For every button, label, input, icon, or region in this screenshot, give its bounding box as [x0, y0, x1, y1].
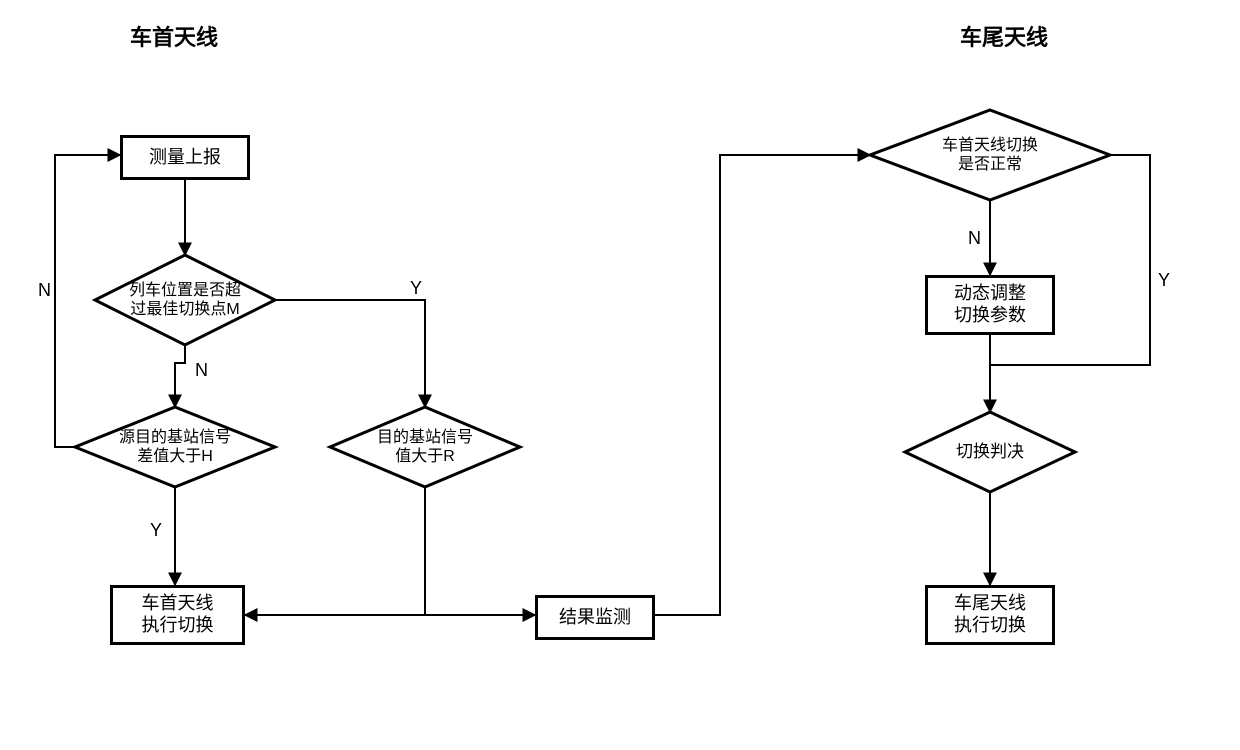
node-result-monitor: 结果监测: [535, 595, 655, 640]
title-right: 车尾天线: [960, 20, 1048, 52]
node-position-check: 列车位置是否超过最佳切换点M: [95, 255, 275, 345]
node-label: 动态调整切换参数: [954, 283, 1026, 326]
node-switch-decision: 切换判决: [905, 412, 1075, 492]
node-rear-antenna-switch: 车尾天线执行切换: [925, 585, 1055, 645]
node-signal-diff-h: 源目的基站信号差值大于H: [75, 407, 275, 487]
node-front-antenna-switch: 车首天线执行切换: [110, 585, 245, 645]
node-signal-r: 目的基站信号值大于R: [330, 407, 520, 487]
edge-label: N: [195, 360, 208, 381]
node-label: 结果监测: [559, 607, 631, 629]
node-label: 车首天线执行切换: [142, 593, 214, 636]
edge-label: Y: [410, 278, 422, 299]
node-measure-report: 测量上报: [120, 135, 250, 180]
node-label: 源目的基站信号差值大于H: [119, 428, 231, 466]
edge-label: Y: [1158, 270, 1170, 291]
title-left: 车首天线: [130, 20, 218, 52]
node-dynamic-adjust: 动态调整切换参数: [925, 275, 1055, 335]
edge-label: Y: [150, 520, 162, 541]
node-label: 列车位置是否超过最佳切换点M: [129, 281, 241, 319]
node-label: 目的基站信号值大于R: [377, 428, 473, 466]
node-label: 车尾天线执行切换: [954, 593, 1026, 636]
edge-label: N: [38, 280, 51, 301]
node-front-switch-normal: 车首天线切换是否正常: [870, 110, 1110, 200]
node-label: 车首天线切换是否正常: [942, 136, 1038, 174]
node-label: 切换判决: [956, 442, 1024, 462]
node-label: 测量上报: [149, 147, 221, 169]
edge-label: N: [968, 228, 981, 249]
